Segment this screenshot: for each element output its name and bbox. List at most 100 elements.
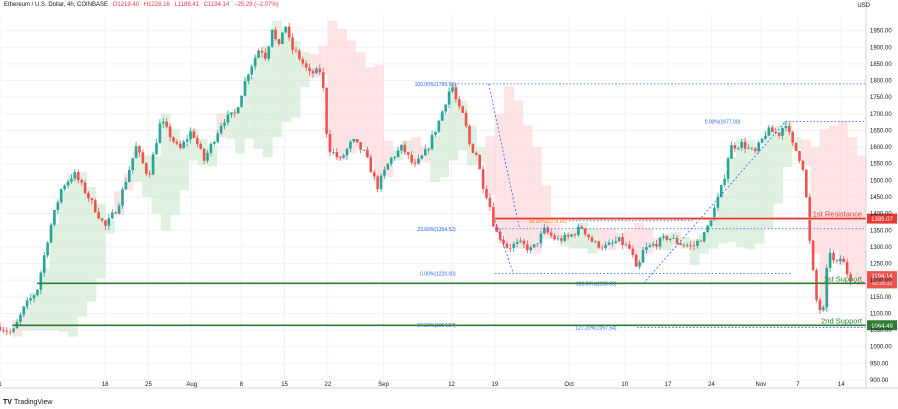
- fib-level-label: 100.00%(1190.00): [576, 282, 617, 288]
- candle-body: [110, 212, 114, 219]
- candle-body: [59, 189, 63, 203]
- candle-body: [104, 220, 107, 226]
- x-tick-label: 25: [145, 382, 152, 388]
- candle-body: [355, 139, 359, 143]
- cloud-segment: [782, 120, 793, 168]
- y-tick-label: 1600.00: [870, 145, 892, 151]
- cloud-segment: [754, 147, 765, 244]
- y-tick-label: 1700.00: [870, 112, 892, 118]
- level-name: 2nd Support: [821, 316, 863, 325]
- candle-body: [134, 146, 138, 159]
- cloud-segment: [86, 187, 97, 302]
- candle-body: [189, 131, 192, 140]
- candle-body: [699, 240, 703, 242]
- cloud-segment: [596, 228, 607, 248]
- candle-body: [757, 142, 760, 152]
- cloud-segment: [643, 228, 654, 254]
- cloud-segment: [40, 268, 50, 331]
- candle-body: [148, 173, 151, 175]
- cloud-segment: [170, 128, 180, 216]
- cloud-segment: [188, 128, 199, 161]
- y-tick-label: 1300.00: [870, 245, 892, 251]
- cloud-segment: [364, 67, 375, 158]
- candle-body: [709, 220, 713, 226]
- last-price-value: 1194.14: [871, 274, 893, 280]
- candle-body: [818, 299, 822, 310]
- candle-body: [696, 240, 699, 246]
- candle-body: [83, 182, 87, 193]
- candle-body: [29, 298, 32, 301]
- candle-body: [301, 59, 305, 64]
- candle-body: [369, 157, 373, 173]
- candle-body: [308, 67, 311, 71]
- y-tick-label: 1150.00: [870, 295, 892, 301]
- candle-body: [546, 227, 550, 233]
- candle-body: [543, 227, 546, 234]
- y-tick-label: 1250.00: [870, 262, 892, 268]
- candle-body: [665, 236, 669, 240]
- cloud-segment: [763, 129, 774, 229]
- candle-body: [556, 238, 560, 240]
- cloud-segment: [160, 113, 171, 231]
- candles: [0, 22, 852, 336]
- candle-body: [607, 242, 611, 245]
- candle-body: [226, 114, 230, 123]
- candle-body: [747, 147, 750, 149]
- cloud-segment: [429, 136, 440, 183]
- candle-body: [379, 175, 383, 190]
- candle-body: [509, 247, 512, 249]
- candle-body: [168, 126, 172, 138]
- tradingview-logo: TV TradingView: [3, 399, 52, 406]
- candle-body: [600, 247, 604, 249]
- candle-body: [22, 306, 26, 315]
- candle-body: [131, 158, 134, 170]
- candle-body: [36, 289, 39, 296]
- candle-body: [505, 243, 509, 248]
- cloud-segment: [142, 155, 153, 197]
- candle-body: [767, 127, 771, 136]
- cloud-segment: [634, 222, 644, 266]
- cloud-segment: [726, 157, 737, 242]
- candle-body: [66, 181, 70, 186]
- candle-body: [740, 141, 743, 148]
- candle-body: [403, 144, 407, 153]
- candle-body: [723, 178, 726, 186]
- candle-body: [185, 139, 189, 142]
- cloud-segment: [828, 125, 839, 251]
- candle-body: [760, 138, 764, 143]
- candle-body: [291, 37, 294, 50]
- candle-body: [121, 189, 124, 206]
- candle-body: [253, 57, 257, 67]
- level-name: 1st Support: [824, 274, 863, 283]
- candle-body: [662, 236, 665, 238]
- candle-body: [560, 238, 563, 241]
- cloud-segment: [30, 291, 41, 331]
- candle-body: [338, 157, 342, 158]
- candle-body: [298, 50, 301, 60]
- cloud-segment: [411, 137, 422, 166]
- candle-body: [413, 162, 417, 164]
- candle-body: [32, 295, 36, 299]
- candle-body: [716, 196, 720, 208]
- cloud-segment: [494, 113, 505, 234]
- candle-body: [689, 245, 692, 247]
- candle-body: [526, 244, 529, 251]
- candle-body: [478, 154, 482, 170]
- candle-body: [63, 185, 66, 190]
- x-tick-label: 19: [492, 382, 499, 388]
- candle-body: [692, 245, 696, 247]
- candle-body: [468, 125, 471, 144]
- x-tick-label: 14: [838, 382, 845, 388]
- candle-body: [393, 156, 396, 158]
- cloud-segment: [300, 52, 310, 88]
- cloud-segment: [253, 53, 264, 149]
- candle-body: [515, 241, 519, 244]
- candle-body: [0, 326, 2, 331]
- candle-body: [641, 249, 645, 263]
- y-tick-label: 1900.00: [870, 45, 892, 51]
- candle-body: [172, 137, 175, 142]
- candle-body: [437, 120, 441, 132]
- candle-body: [175, 141, 179, 144]
- candle-body: [597, 241, 601, 248]
